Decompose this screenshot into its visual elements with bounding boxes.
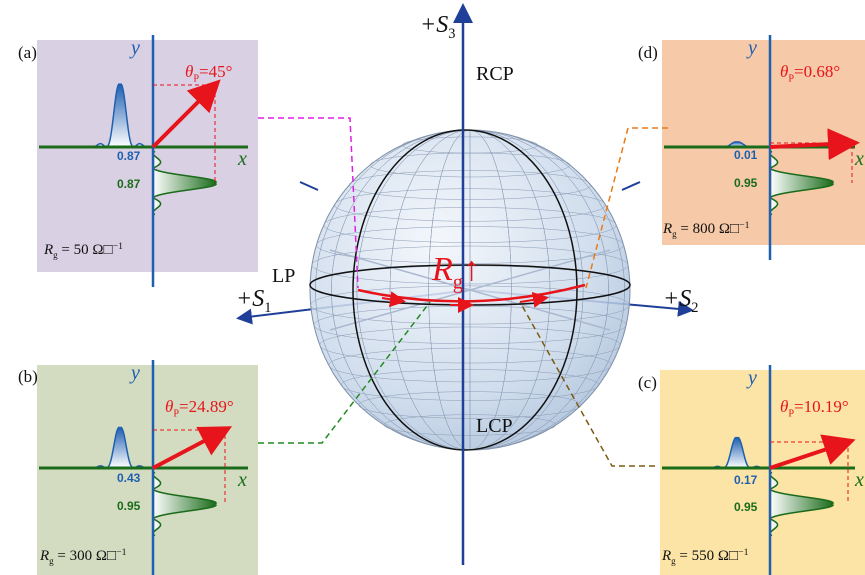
symbol: R [431, 251, 453, 288]
symbol: θ [780, 397, 788, 416]
y-value: 0.87 [117, 177, 141, 191]
x-axis-label: x [237, 469, 247, 491]
x-value: 0.17 [734, 473, 758, 487]
text: ↑ [463, 251, 480, 288]
rcp-label: RCP [476, 63, 514, 85]
text: =45° [199, 62, 232, 81]
text: = 800 Ω□ [677, 221, 739, 237]
x-value: 0.87 [117, 149, 141, 163]
text: = 300 Ω□ [54, 548, 116, 564]
text: =10.19° [794, 397, 849, 416]
superscript: −1 [738, 547, 748, 558]
s2-label: +S2 [663, 286, 698, 316]
symbol: θ [165, 397, 173, 416]
theta-label: θP=45° [185, 62, 232, 84]
superscript: −1 [116, 547, 126, 558]
superscript: −1 [113, 241, 123, 252]
stub [300, 182, 318, 190]
symbol: R [662, 221, 672, 237]
y-axis-label: y [746, 37, 757, 59]
panel-label: (d) [638, 43, 658, 62]
x-value: 0.01 [734, 148, 758, 162]
s3-label: +S3 [420, 12, 455, 42]
text: +S [663, 286, 691, 312]
subscript: 3 [448, 26, 455, 42]
symbol: θ [185, 62, 193, 81]
subscript: g [453, 272, 463, 294]
panel-label: (b) [18, 367, 38, 386]
s1-label: +S1 [236, 286, 271, 316]
figure: +S3+S1+S2RCPLCPLPRg↑(a)yxθP=45°0.870.87R… [0, 0, 865, 575]
lp-label: LP [272, 265, 295, 287]
text: = 50 Ω□ [58, 242, 113, 258]
y-axis-label: y [746, 367, 757, 389]
y-value: 0.95 [117, 499, 141, 513]
y-axis-label: y [129, 37, 140, 59]
x-value: 0.43 [117, 471, 141, 485]
symbol: θ [780, 62, 788, 81]
x-axis-label: x [854, 148, 864, 170]
subscript: 2 [691, 300, 698, 316]
text: =0.68° [794, 62, 840, 81]
subscript: 1 [264, 300, 271, 316]
lcp-label: LCP [476, 415, 513, 437]
y-value: 0.95 [734, 176, 758, 190]
text: +S [420, 12, 448, 38]
page: +S3+S1+S2RCPLCPLPRg↑(a)yxθP=45°0.870.87R… [0, 0, 865, 575]
text: =24.89° [179, 397, 234, 416]
x-axis-label: x [854, 469, 864, 491]
text: +S [236, 286, 264, 312]
panel-label: (a) [18, 43, 37, 62]
symbol: R [39, 548, 49, 564]
text: = 550 Ω□ [676, 548, 738, 564]
panel-label: (c) [638, 373, 657, 392]
y-value: 0.95 [734, 500, 758, 514]
x-axis-label: x [237, 148, 247, 170]
superscript: −1 [739, 220, 749, 231]
stub [622, 182, 640, 190]
symbol: R [43, 242, 53, 258]
symbol: R [661, 548, 671, 564]
y-axis-label: y [129, 362, 140, 384]
